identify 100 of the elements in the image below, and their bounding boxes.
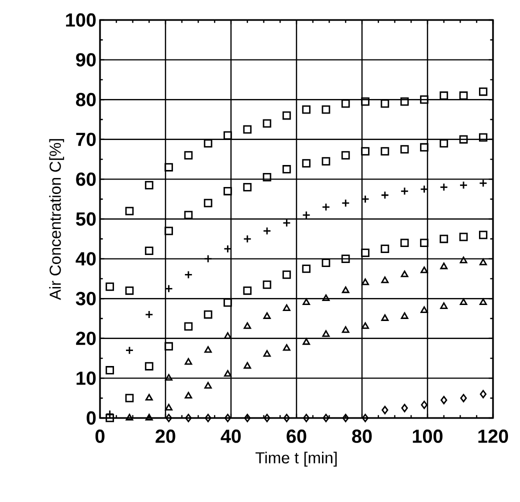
point xyxy=(262,173,272,182)
point xyxy=(382,406,388,414)
y-tick-label: 60 xyxy=(76,172,96,186)
point xyxy=(244,414,251,422)
point xyxy=(459,91,468,100)
point xyxy=(204,346,212,353)
point xyxy=(224,298,232,307)
point xyxy=(341,151,350,160)
y-tick-label: 40 xyxy=(76,252,96,266)
point xyxy=(479,298,487,306)
point xyxy=(282,304,290,311)
point xyxy=(244,322,252,329)
y-tick-label: 90 xyxy=(76,53,96,66)
y-axis-title: Air Concentration C[%] xyxy=(49,139,64,300)
point xyxy=(479,258,487,266)
point xyxy=(262,119,272,128)
point xyxy=(341,99,350,108)
point xyxy=(322,330,330,337)
point xyxy=(342,286,350,294)
point xyxy=(164,342,173,351)
point xyxy=(204,310,212,319)
x-tick-label: 80 xyxy=(352,430,372,443)
point xyxy=(164,163,173,172)
point xyxy=(420,266,428,274)
point xyxy=(126,414,134,420)
point xyxy=(362,278,369,286)
point xyxy=(420,95,428,104)
point xyxy=(380,244,390,254)
y-tick-label: 80 xyxy=(76,92,96,106)
point xyxy=(184,210,193,220)
point xyxy=(302,298,310,306)
point xyxy=(322,258,330,267)
point xyxy=(263,312,271,319)
point xyxy=(322,294,330,302)
point xyxy=(460,256,468,264)
point xyxy=(420,306,428,313)
point xyxy=(204,198,212,208)
x-axis-title: Time t [min] xyxy=(256,452,337,467)
point xyxy=(322,157,330,166)
point xyxy=(459,232,468,242)
point xyxy=(440,139,448,148)
point xyxy=(243,286,252,295)
point xyxy=(380,147,390,156)
point xyxy=(459,135,468,144)
point xyxy=(342,326,350,333)
y-tick-label: 0 xyxy=(86,411,96,425)
point xyxy=(420,400,428,410)
point xyxy=(165,374,172,381)
point xyxy=(480,390,486,398)
point xyxy=(184,358,192,365)
point xyxy=(283,414,290,422)
x-tick-label: 120 xyxy=(478,430,508,443)
x-tick-label: 40 xyxy=(220,430,241,443)
x-tick-label: 60 xyxy=(286,430,306,443)
point xyxy=(478,230,488,240)
point xyxy=(400,270,408,278)
point xyxy=(224,186,232,196)
point xyxy=(440,262,448,270)
point xyxy=(400,145,409,154)
point xyxy=(400,312,408,319)
point xyxy=(164,226,173,236)
y-tick-label: 30 xyxy=(76,292,96,306)
point xyxy=(440,91,448,100)
point xyxy=(440,396,448,404)
point xyxy=(165,414,172,422)
point xyxy=(420,238,428,248)
point xyxy=(184,392,192,399)
point xyxy=(362,414,369,422)
point xyxy=(302,105,311,114)
point xyxy=(184,322,193,331)
point xyxy=(342,414,349,422)
point xyxy=(224,131,232,140)
point xyxy=(243,182,252,192)
point xyxy=(106,414,114,422)
point xyxy=(341,254,350,263)
point xyxy=(362,322,369,329)
point xyxy=(125,394,134,402)
point xyxy=(302,338,310,345)
x-tick-label: 20 xyxy=(156,430,176,443)
point xyxy=(478,87,488,96)
point xyxy=(440,302,448,309)
point xyxy=(381,276,389,284)
point xyxy=(478,133,488,142)
point xyxy=(165,404,172,410)
point xyxy=(381,314,389,321)
point xyxy=(440,234,448,244)
point xyxy=(400,238,409,248)
point xyxy=(361,248,370,258)
point xyxy=(144,362,154,370)
y-tick-label: 20 xyxy=(76,332,96,346)
point xyxy=(322,105,330,114)
point xyxy=(361,147,370,156)
point xyxy=(380,99,390,108)
point xyxy=(224,332,232,339)
point xyxy=(302,159,311,168)
x-tick-label: 0 xyxy=(95,430,104,443)
point xyxy=(204,139,212,148)
point xyxy=(243,125,252,134)
y-tick-label: 50 xyxy=(76,212,96,226)
point xyxy=(361,97,370,106)
